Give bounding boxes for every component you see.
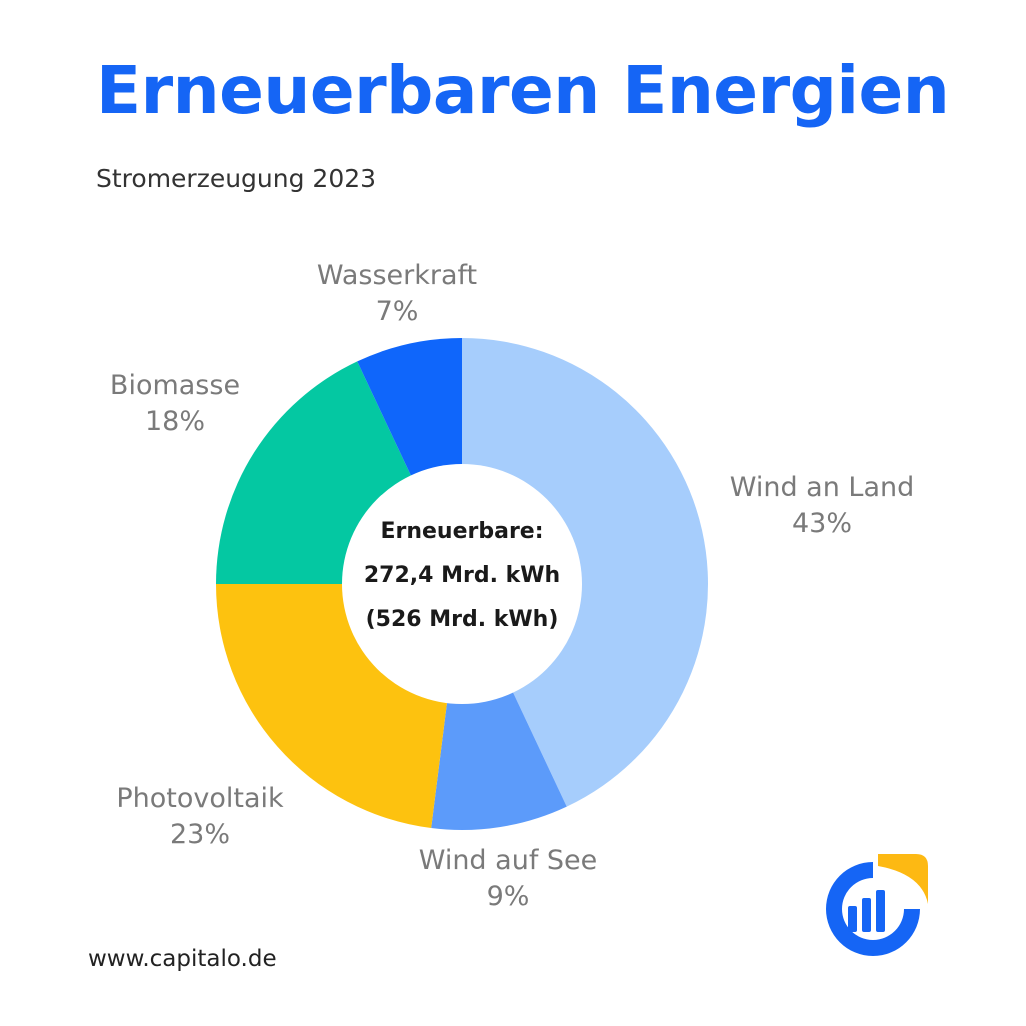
slice-value-label: 18% xyxy=(145,406,205,437)
slice-wind-an-land xyxy=(462,338,708,807)
page-subtitle: Stromerzeugung 2023 xyxy=(96,164,377,193)
website-url: www.capitalo.de xyxy=(88,946,277,972)
logo-ring-shape xyxy=(826,862,920,956)
logo-bar-3 xyxy=(876,890,885,932)
logo-corner-shape xyxy=(878,854,928,904)
slice-value-label: 23% xyxy=(170,819,230,850)
slice-value-label: 9% xyxy=(487,881,530,912)
slice-value-label: 43% xyxy=(792,508,852,539)
center-line-1: Erneuerbare: xyxy=(380,519,543,544)
slice-label: Wasserkraft xyxy=(317,260,477,291)
logo-bar-2 xyxy=(862,898,871,932)
slice-label: Photovoltaik xyxy=(116,783,284,814)
capitalo-logo-icon xyxy=(826,854,928,956)
slice-label: Biomasse xyxy=(110,370,240,401)
center-line-2: 272,4 Mrd. kWh xyxy=(364,563,560,588)
logo-bar-1 xyxy=(848,906,857,932)
slice-value-label: 7% xyxy=(376,296,419,327)
slice-label: Wind an Land xyxy=(730,472,915,503)
slice-label: Wind auf See xyxy=(419,845,598,876)
center-line-3: (526 Mrd. kWh) xyxy=(366,607,559,632)
donut-hole xyxy=(342,464,582,704)
page-title: Erneuerbaren Energien xyxy=(96,52,950,129)
